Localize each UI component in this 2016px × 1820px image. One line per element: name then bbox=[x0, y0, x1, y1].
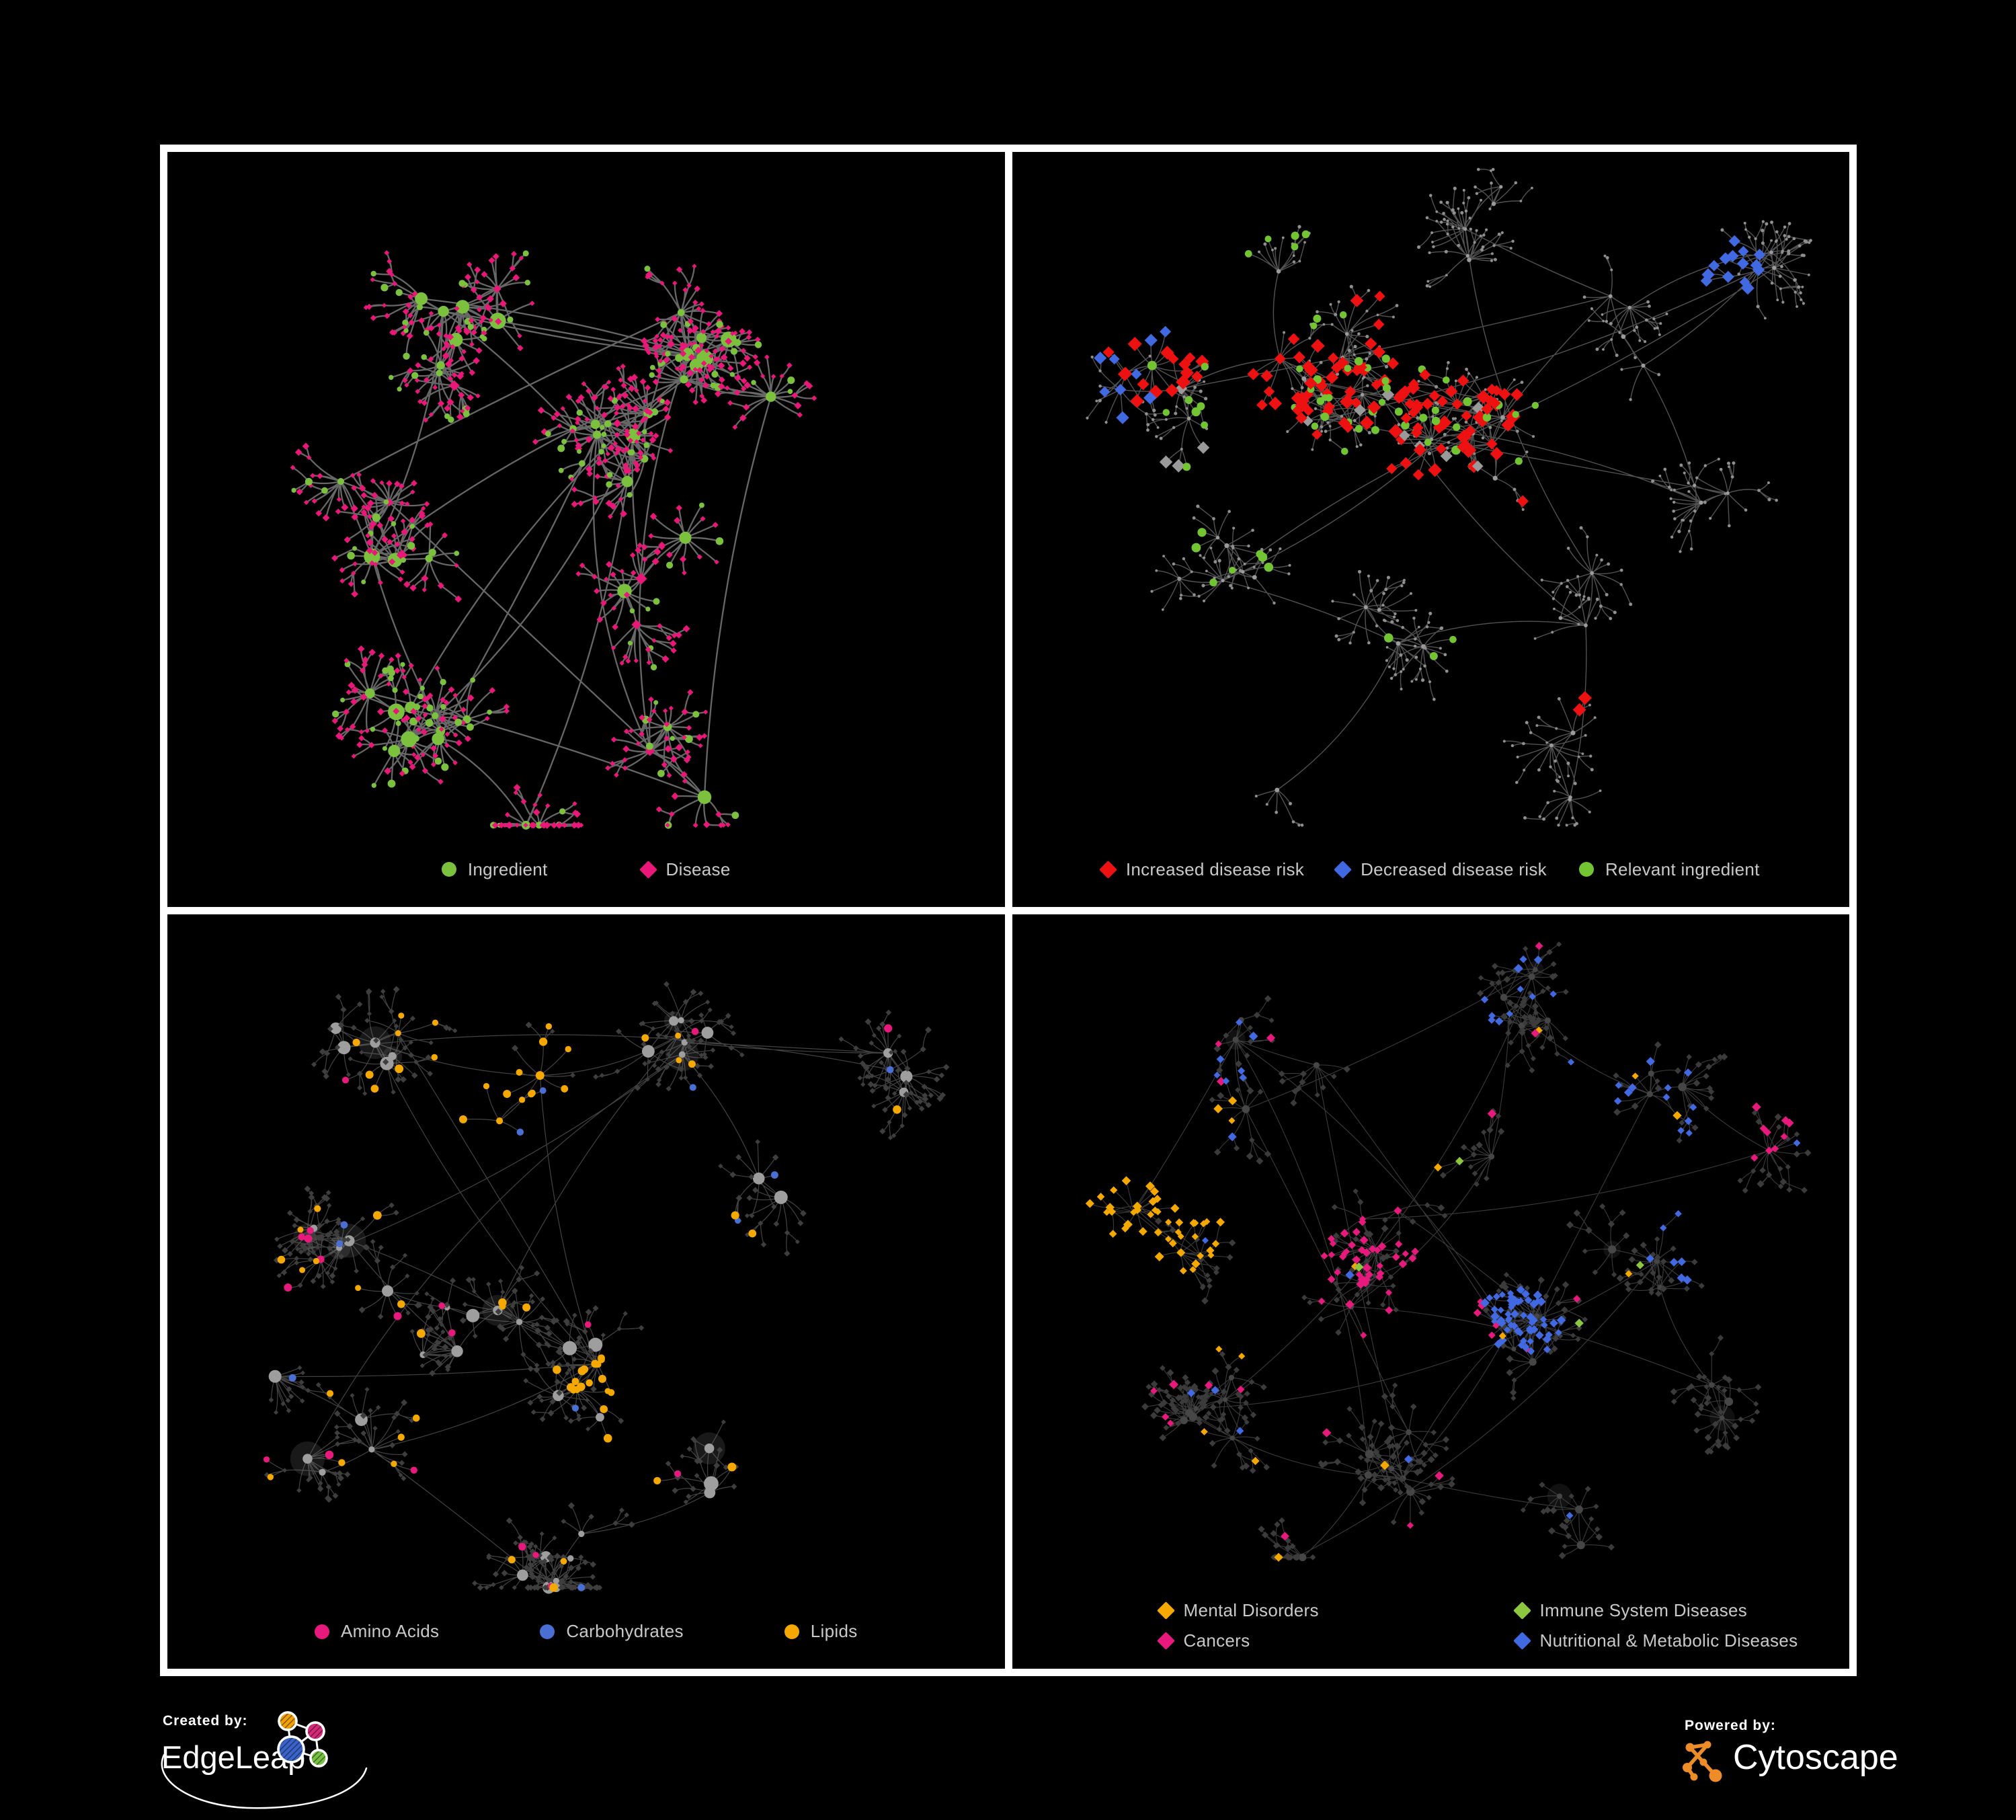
legend-label: Lipids bbox=[810, 1621, 858, 1641]
network-canvas-disease-category bbox=[1085, 941, 1811, 1562]
network-panel-nutrient-category: Amino Acids Carbohydrates Lipids bbox=[167, 914, 1005, 1669]
legend-label: Ingredient bbox=[467, 859, 548, 879]
legend-ingredient-disease: Ingredient Disease bbox=[167, 859, 1005, 880]
legend-nutrient-category: Amino Acids Carbohydrates Lipids bbox=[167, 1621, 1005, 1642]
powered-by-label: Powered by: bbox=[1685, 1718, 1776, 1733]
legend-label: Mental Disorders bbox=[1183, 1600, 1319, 1620]
edgeleap-network-nodes bbox=[277, 1711, 328, 1768]
legend-label: Disease bbox=[666, 859, 731, 879]
nutritional-metabolic-marker-icon bbox=[1513, 1632, 1531, 1650]
cytoscape-glyph-icon bbox=[1683, 1741, 1722, 1782]
figure-frame: Ingredient Disease Increased disease ris… bbox=[160, 145, 1857, 1676]
carbohydrates-marker-icon bbox=[540, 1624, 555, 1639]
ingredient-marker-icon bbox=[441, 862, 456, 877]
increased-risk-marker-icon bbox=[1098, 860, 1117, 879]
mental-disorders-marker-icon bbox=[1156, 1601, 1175, 1620]
immune-system-diseases-marker-icon bbox=[1513, 1601, 1531, 1620]
legend-label: Immune System Diseases bbox=[1539, 1600, 1748, 1620]
cancers-marker-icon bbox=[1156, 1632, 1175, 1650]
legend-item-increased-risk: Increased disease risk bbox=[1098, 859, 1305, 880]
decreased-risk-marker-icon bbox=[1334, 860, 1353, 879]
edgeleap-swoosh bbox=[161, 1753, 368, 1809]
relevant-ingredient-marker-icon bbox=[1578, 862, 1594, 877]
legend-label: Amino Acids bbox=[340, 1621, 440, 1641]
legend-label: Decreased disease risk bbox=[1361, 859, 1547, 879]
network-panel-disease-risk: Increased disease risk Decreased disease… bbox=[1012, 152, 1850, 907]
network-canvas-disease-risk bbox=[1085, 167, 1812, 827]
powered-by-block: Powered by: Cytoscape bbox=[1677, 1711, 1959, 1798]
legend-item-relevant-ingredient: Relevant ingredient bbox=[1578, 859, 1760, 880]
legend-item-lipids: Lipids bbox=[784, 1621, 858, 1642]
legend-item-disease: Disease bbox=[639, 859, 731, 880]
lipids-marker-icon bbox=[784, 1624, 799, 1639]
legend-label: Cancers bbox=[1183, 1630, 1250, 1651]
disease-marker-icon bbox=[639, 860, 657, 879]
legend-item-ingredient: Ingredient bbox=[441, 859, 548, 880]
legend-label: Increased disease risk bbox=[1125, 859, 1305, 879]
cytoscape-brand-text: Cytoscape bbox=[1733, 1738, 1898, 1777]
network-panel-ingredient-disease: Ingredient Disease bbox=[167, 152, 1005, 907]
legend-item-immune-system-diseases: Immune System Diseases bbox=[1513, 1600, 1798, 1621]
cytoscape-logo: Powered by: Cytoscape bbox=[1683, 1718, 1898, 1782]
legend-label: Carbohydrates bbox=[566, 1621, 684, 1641]
network-canvas-nutrient-category bbox=[263, 980, 950, 1593]
created-by-block: Created by: EdgeLeap bbox=[153, 1705, 382, 1819]
legend-disease-category: Mental Disorders Immune System Diseases … bbox=[1156, 1600, 1798, 1651]
amino-acids-marker-icon bbox=[314, 1624, 329, 1639]
network-canvas-ingredient-disease bbox=[290, 250, 817, 830]
created-by-label: Created by: bbox=[163, 1713, 248, 1729]
legend-item-mental-disorders: Mental Disorders bbox=[1156, 1600, 1516, 1621]
network-panel-disease-category: Mental Disorders Immune System Diseases … bbox=[1012, 914, 1849, 1669]
legend-label: Relevant ingredient bbox=[1605, 859, 1760, 879]
legend-disease-risk: Increased disease risk Decreased disease… bbox=[1012, 859, 1850, 880]
legend-item-nutritional-metabolic-diseases: Nutritional & Metabolic Diseases bbox=[1513, 1630, 1798, 1651]
legend-item-cancers: Cancers bbox=[1156, 1630, 1516, 1651]
legend-item-amino-acids: Amino Acids bbox=[314, 1621, 440, 1642]
legend-label: Nutritional & Metabolic Diseases bbox=[1539, 1630, 1798, 1651]
edgeleap-logo: Created by: EdgeLeap bbox=[161, 1711, 368, 1809]
legend-item-decreased-risk: Decreased disease risk bbox=[1334, 859, 1547, 880]
legend-item-carbohydrates: Carbohydrates bbox=[540, 1621, 683, 1642]
